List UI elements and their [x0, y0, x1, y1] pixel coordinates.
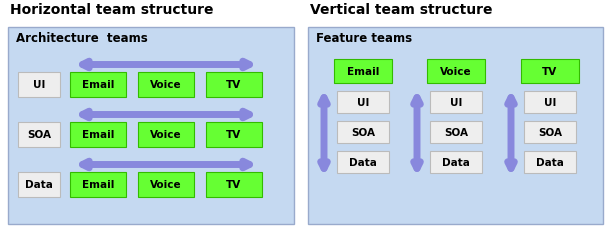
- Text: Data: Data: [536, 157, 564, 167]
- Bar: [70, 72, 126, 97]
- Bar: [524, 151, 576, 173]
- Text: TV: TV: [542, 67, 558, 77]
- Bar: [206, 72, 262, 97]
- Text: Horizontal team structure: Horizontal team structure: [10, 3, 213, 17]
- Bar: [334, 60, 392, 84]
- Bar: [524, 92, 576, 113]
- Text: Email: Email: [347, 67, 379, 77]
- Text: UI: UI: [357, 97, 369, 108]
- Bar: [337, 92, 389, 113]
- Bar: [70, 122, 126, 147]
- Text: TV: TV: [226, 129, 242, 139]
- Text: TV: TV: [226, 80, 242, 90]
- Text: Email: Email: [82, 129, 114, 139]
- Text: SOA: SOA: [538, 128, 562, 137]
- Text: Email: Email: [82, 80, 114, 90]
- Bar: [70, 172, 126, 197]
- Bar: [430, 151, 482, 173]
- Bar: [18, 172, 60, 197]
- Text: Feature teams: Feature teams: [316, 32, 412, 45]
- Bar: [430, 122, 482, 143]
- Text: Voice: Voice: [150, 179, 182, 189]
- Text: Data: Data: [442, 157, 470, 167]
- Bar: [337, 151, 389, 173]
- Text: Voice: Voice: [440, 67, 472, 77]
- Bar: [427, 60, 485, 84]
- Bar: [521, 60, 579, 84]
- Bar: [206, 122, 262, 147]
- Text: SOA: SOA: [444, 128, 468, 137]
- Text: SOA: SOA: [27, 129, 51, 139]
- Bar: [18, 72, 60, 97]
- Text: UI: UI: [544, 97, 556, 108]
- Bar: [8, 28, 294, 224]
- Text: Voice: Voice: [150, 129, 182, 139]
- Bar: [138, 72, 194, 97]
- Bar: [308, 28, 603, 224]
- Bar: [524, 122, 576, 143]
- Bar: [138, 122, 194, 147]
- Text: UI: UI: [33, 80, 45, 90]
- Text: Voice: Voice: [150, 80, 182, 90]
- Bar: [18, 122, 60, 147]
- Text: Data: Data: [349, 157, 377, 167]
- Text: TV: TV: [226, 179, 242, 189]
- Bar: [206, 172, 262, 197]
- Text: SOA: SOA: [351, 128, 375, 137]
- Text: UI: UI: [450, 97, 462, 108]
- Text: Vertical team structure: Vertical team structure: [310, 3, 492, 17]
- Text: Data: Data: [25, 179, 53, 189]
- Text: Architecture  teams: Architecture teams: [16, 32, 148, 45]
- Bar: [138, 172, 194, 197]
- Bar: [430, 92, 482, 113]
- Bar: [337, 122, 389, 143]
- Text: Email: Email: [82, 179, 114, 189]
